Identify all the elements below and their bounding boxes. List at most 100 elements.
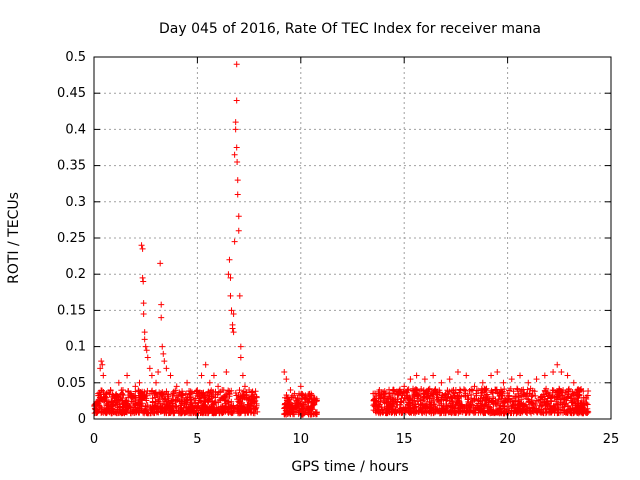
data-point <box>111 394 118 401</box>
data-point <box>430 410 437 417</box>
data-point <box>297 383 304 390</box>
data-point <box>438 379 445 386</box>
x-tick-label: 5 <box>193 432 201 447</box>
data-point <box>526 390 533 397</box>
data-point <box>229 325 236 332</box>
data-point <box>411 404 418 411</box>
y-tick-label: 0.1 <box>65 340 86 355</box>
data-point <box>232 119 239 126</box>
data-point <box>109 406 116 413</box>
data-point <box>400 389 407 396</box>
data-point <box>192 395 199 402</box>
data-point <box>212 388 219 395</box>
data-point <box>210 401 217 408</box>
data-point <box>115 396 122 403</box>
data-point <box>439 406 446 413</box>
data-point <box>478 385 485 392</box>
x-tick-label: 15 <box>396 432 413 447</box>
data-point <box>128 390 135 397</box>
data-point <box>308 390 315 397</box>
data-point <box>464 392 471 399</box>
data-point <box>463 372 470 379</box>
data-point <box>232 405 239 412</box>
data-point <box>245 402 252 409</box>
data-point <box>237 343 244 350</box>
x-tick-label: 25 <box>603 432 620 447</box>
data-point <box>187 396 194 403</box>
data-point <box>520 407 527 414</box>
data-point <box>161 405 168 412</box>
data-point <box>200 402 207 409</box>
data-point <box>530 409 537 416</box>
y-tick-label: 0.5 <box>65 50 86 65</box>
data-point <box>377 410 384 417</box>
data-point <box>479 406 486 413</box>
data-point <box>496 406 503 413</box>
data-point <box>127 393 134 400</box>
grid-lines <box>94 57 611 419</box>
y-tick-label: 0.15 <box>57 303 86 318</box>
data-point <box>308 410 315 417</box>
data-point <box>561 396 568 403</box>
data-point <box>478 405 485 412</box>
data-point <box>149 409 156 416</box>
data-point <box>301 394 308 401</box>
data-point <box>209 389 216 396</box>
data-point <box>141 336 148 343</box>
data-point <box>564 394 571 401</box>
data-point <box>404 392 411 399</box>
data-point <box>583 408 590 415</box>
data-point <box>523 404 530 411</box>
data-point <box>103 390 110 397</box>
data-point <box>125 389 132 396</box>
data-point <box>449 409 456 416</box>
data-point <box>438 392 445 399</box>
data-point <box>124 372 131 379</box>
data-point <box>139 245 146 252</box>
data-point <box>459 409 466 416</box>
data-point <box>197 397 204 404</box>
data-point <box>172 387 179 394</box>
data-point <box>423 410 430 417</box>
data-point <box>235 392 242 399</box>
data-point <box>380 397 387 404</box>
data-point <box>148 372 155 379</box>
data-point <box>139 274 146 281</box>
data-point <box>583 394 590 401</box>
data-point <box>446 376 453 383</box>
data-point <box>161 358 168 365</box>
data-point <box>216 410 223 417</box>
plot-frame <box>93 56 612 420</box>
data-point <box>296 407 303 414</box>
data-point <box>100 389 107 396</box>
data-point <box>224 406 231 413</box>
data-point <box>585 388 592 395</box>
data-point <box>500 398 507 405</box>
data-point <box>153 379 160 386</box>
data-point <box>198 372 205 379</box>
data-point <box>515 398 522 405</box>
data-point <box>481 386 488 393</box>
data-point <box>240 392 247 399</box>
data-point <box>482 387 489 394</box>
data-point <box>549 393 556 400</box>
data-point <box>401 383 408 390</box>
data-point <box>228 307 235 314</box>
data-point <box>137 388 144 395</box>
data-point <box>233 61 240 68</box>
data-point <box>455 405 462 412</box>
data-point <box>475 397 482 404</box>
data-point <box>471 383 478 390</box>
data-point <box>426 385 433 392</box>
data-point <box>428 405 435 412</box>
data-point <box>96 403 103 410</box>
data-point <box>251 410 258 417</box>
data-point <box>155 368 162 375</box>
data-point <box>564 410 571 417</box>
data-point <box>150 410 157 417</box>
data-point <box>497 395 504 402</box>
data-point <box>246 405 253 412</box>
data-point <box>291 400 298 407</box>
data-point <box>170 396 177 403</box>
